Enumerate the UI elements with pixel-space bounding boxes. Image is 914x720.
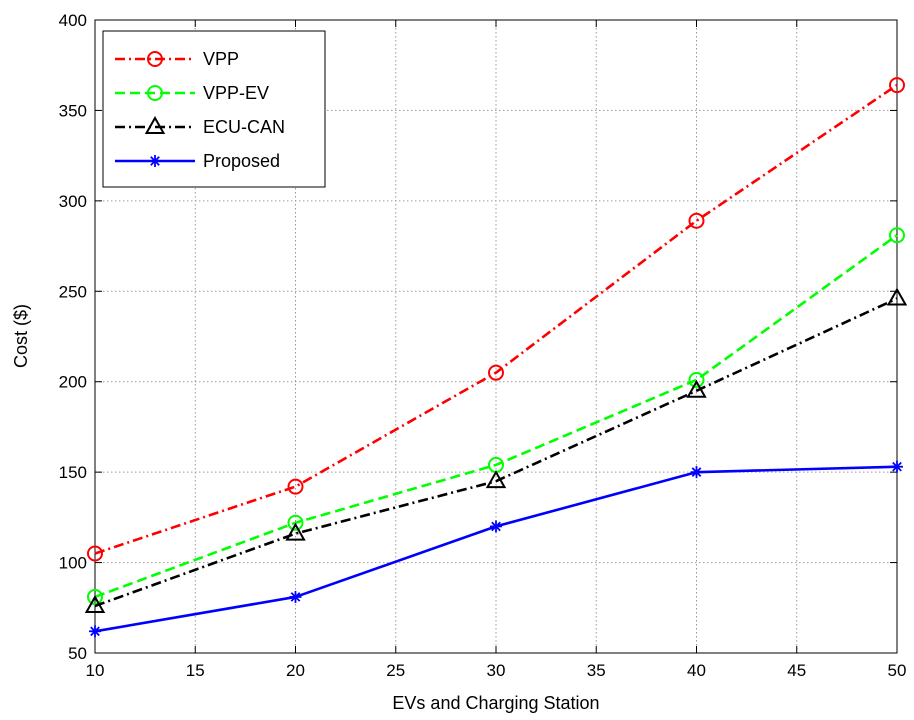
y-tick-label: 50 (68, 644, 87, 663)
legend-label: Proposed (203, 151, 280, 171)
data-point (686, 379, 707, 398)
x-tick-label: 40 (687, 661, 706, 680)
y-tick-label: 150 (59, 463, 87, 482)
data-point (886, 287, 908, 306)
x-tick-label: 50 (888, 661, 907, 680)
legend-marker (144, 115, 166, 134)
y-axis-title: Cost ($) (11, 304, 31, 368)
data-point (287, 514, 304, 531)
series-line (94, 297, 898, 608)
data-point (488, 364, 504, 381)
series-line (94, 84, 898, 555)
data-point (485, 470, 507, 489)
legend-marker (147, 85, 163, 101)
y-tick-label: 300 (59, 192, 87, 211)
x-tick-label: 25 (386, 661, 405, 680)
axis-ticks: 10 15 20 25 30 35 40 45 50 50 100 150 200 250 300 350 40… (59, 11, 907, 680)
series-vpp (87, 77, 905, 562)
data-point (287, 478, 304, 495)
data-point (84, 594, 106, 613)
series-vpp-ev (87, 227, 905, 605)
x-tick-label: 15 (186, 661, 205, 680)
y-tick-label: 200 (59, 373, 87, 392)
x-tick-label: 45 (787, 661, 806, 680)
y-tick-label: 400 (59, 11, 87, 30)
series-ecu-can (84, 287, 908, 613)
data-point (690, 466, 703, 479)
legend-label: ECU-CAN (203, 117, 285, 137)
legend-marker (149, 155, 161, 167)
series-group (84, 77, 908, 638)
series-line (94, 234, 898, 599)
data-point (89, 625, 101, 638)
legend-entry: Proposed (115, 151, 280, 171)
data-point (889, 227, 905, 244)
data-point (688, 212, 705, 229)
x-tick-label: 30 (487, 661, 506, 680)
legend-entry: ECU-CAN (115, 115, 285, 137)
y-tick-label: 350 (59, 101, 87, 120)
data-point (87, 588, 103, 605)
x-tick-label: 20 (286, 661, 305, 680)
data-point (891, 460, 903, 473)
series-proposed (89, 460, 903, 638)
x-axis-title: EVs and Charging Station (392, 693, 599, 713)
x-tick-label: 10 (86, 661, 105, 680)
data-point (889, 77, 905, 94)
x-tick-label: 35 (587, 661, 606, 680)
legend-label: VPP (203, 49, 239, 69)
legend-entry: VPP (115, 49, 239, 69)
legend-entry: VPP-EV (115, 83, 269, 103)
data-point (285, 522, 306, 541)
data-point (490, 520, 502, 533)
legend: VPP VPP-EV ECU-CAN Proposed (102, 30, 326, 188)
legend-label: VPP-EV (203, 83, 269, 103)
data-point (87, 545, 103, 562)
y-tick-label: 250 (59, 282, 87, 301)
legend-marker (147, 51, 163, 67)
data-point (289, 590, 302, 603)
data-point (688, 371, 705, 388)
y-tick-label: 100 (59, 554, 87, 573)
